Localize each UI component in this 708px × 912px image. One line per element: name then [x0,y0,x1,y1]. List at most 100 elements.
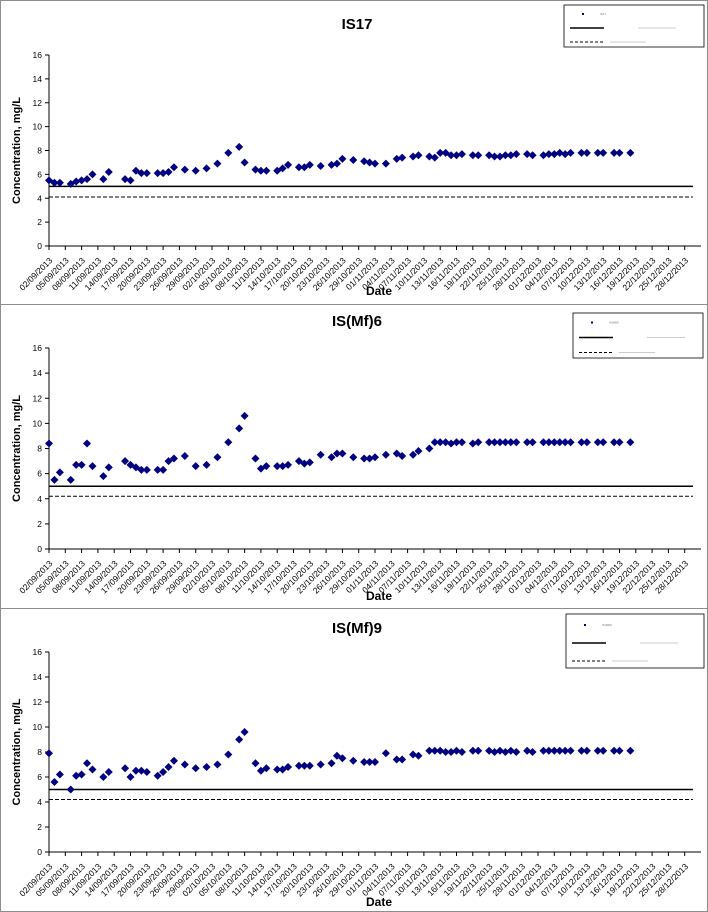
data-point [561,438,570,447]
data-point [501,438,510,447]
y-axis-label: Concentration, mg/L [11,395,23,502]
data-point [50,778,59,786]
legend-box [563,4,705,48]
chart-panel-ismf6: IS(Mf)6 Concentration, mg/L Date 0 2 4 6 8 10 12 1… [0,304,708,609]
data-point [539,746,548,755]
data-point [544,150,553,159]
data-point [284,460,293,469]
data-point [202,763,211,771]
data-point [371,159,379,168]
data-point [360,157,369,166]
data-point [213,159,222,168]
legend-entry-series: IS(Mf)6 [609,321,619,325]
data-point [142,768,151,776]
data-point [599,746,608,755]
data-point [430,438,439,447]
legend-marker [591,321,593,324]
data-point [169,163,178,172]
data-point [121,764,130,773]
data-point [131,766,140,775]
data-point [409,750,418,759]
data-point [447,748,456,756]
data-point [523,438,532,447]
data-point [539,438,548,447]
data-point [365,158,374,167]
chart-title: IS(Mf)6 [332,313,382,330]
data-point [365,758,374,766]
data-point [153,169,162,178]
data-point [523,150,532,159]
data-point [224,750,233,759]
data-point [582,148,591,157]
y-tick-label: 0 [37,544,42,554]
data-point [224,148,233,157]
data-point [539,151,548,160]
data-point [235,735,244,744]
data-point [300,459,309,468]
y-tick-label: 10 [33,722,43,732]
chart-panel-ismf9: IS(Mf)9 Concentration, mg/L Date 0 2 4 6 8 10 12 1… [0,608,708,912]
data-point [142,465,151,474]
data-point [251,759,260,768]
data-point [381,450,390,459]
data-point [72,460,81,469]
data-point [88,462,97,471]
data-point [72,177,81,186]
data-point [278,164,287,173]
data-point [468,439,477,448]
data-point [349,453,358,462]
data-point [436,148,445,157]
data-point [153,465,162,474]
data-point [121,175,130,184]
data-point [45,439,53,448]
data-point [474,151,483,160]
data-point [561,746,570,755]
legend-entry-series: IS(Mf)9 [602,623,612,627]
data-point [55,178,64,187]
data-point [316,162,325,171]
y-tick-label: 2 [37,217,42,227]
data-point [273,462,282,471]
data-point [191,764,200,773]
x-axis-label: Date [366,895,392,909]
data-point [577,438,586,447]
data-point [202,164,211,173]
data-point [582,746,591,755]
y-tick-label: 10 [33,122,43,132]
data-point [566,438,575,447]
data-point [83,439,92,448]
chart-svg-ismf6: IS(Mf)6 Concentration, mg/L Date 0 2 4 6 8 10 12 1… [11,312,704,603]
legend-entry-series: IS17 [600,12,607,16]
data-point [349,156,358,165]
data-point [99,472,108,481]
data-point [610,746,619,755]
data-point [626,148,635,157]
data-point [240,411,249,420]
data-point [338,449,347,458]
data-point [169,756,178,765]
data-point [436,746,445,755]
data-point [180,452,189,461]
data-point [550,438,559,447]
data-point [213,453,222,462]
data-point [381,749,390,758]
data-point [398,452,407,461]
data-point [490,152,499,161]
legend-box [572,312,704,359]
data-point [610,438,619,447]
y-tick-label: 12 [33,393,43,403]
data-point [599,148,608,157]
data-point [566,148,575,157]
chart-svg-is17: IS17 Concentration, mg/L Date 0 2 4 6 8 10 12 14 16… [11,4,705,298]
legend-marker [584,624,586,626]
x-axis-label: Date [366,284,392,298]
data-point [441,438,450,447]
data-point [159,768,168,776]
data-point [512,438,521,447]
data-point [485,746,494,755]
data-point [332,159,341,168]
data-point [615,148,624,157]
data-point [294,761,303,770]
y-tick-label: 10 [33,418,43,428]
data-point [425,444,434,453]
